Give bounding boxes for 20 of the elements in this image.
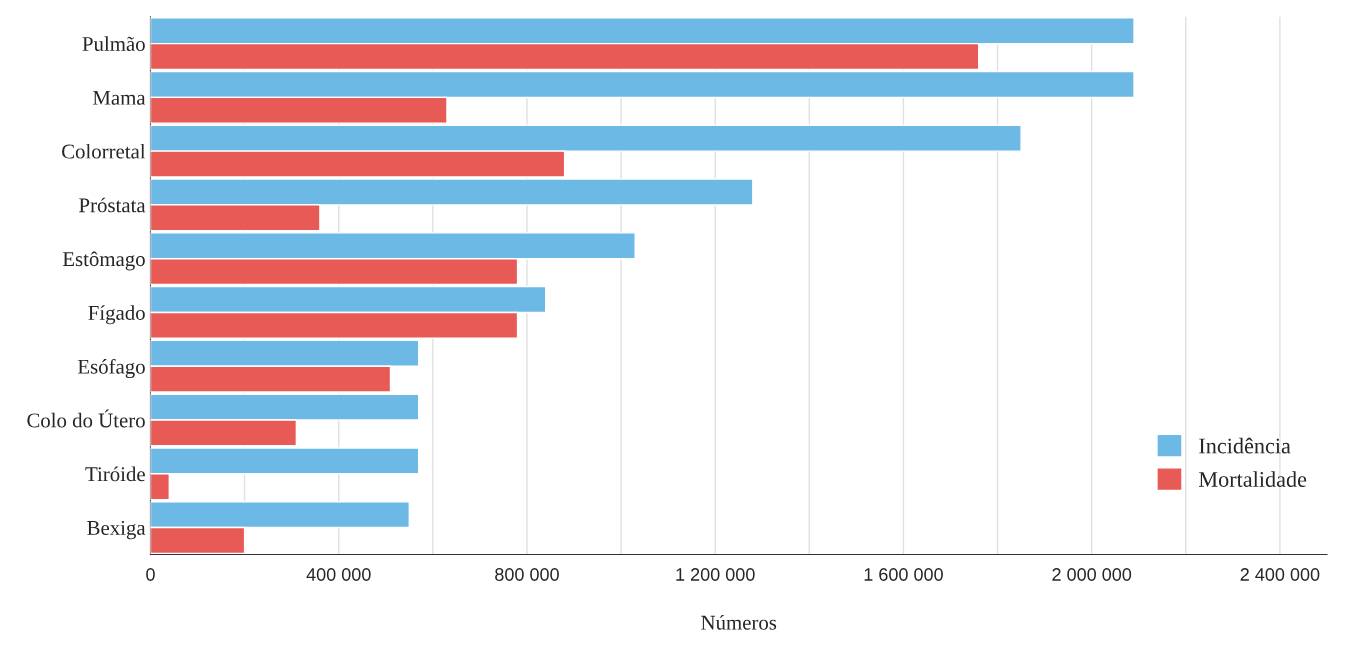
y-tick-label: Fígado	[88, 305, 145, 325]
x-tick-label: 2 400 000	[1240, 568, 1320, 581]
y-tick-label: Colo do Útero	[27, 409, 145, 428]
x-axis-title: Números	[701, 614, 777, 630]
y-tick-label: Esófago	[77, 358, 145, 379]
y-tick-label: Pulmão	[82, 36, 145, 52]
x-tick-label: 1 200 000	[676, 568, 755, 581]
x-tick-label: 2 000 000	[1052, 568, 1132, 581]
y-tick-label: Colorretal	[62, 143, 146, 159]
x-tick-label: 1 600 000	[864, 568, 943, 581]
y-tick-label: Estômago	[62, 251, 145, 271]
legend-label: Incidência	[1199, 437, 1291, 454]
x-tick-label: 0	[146, 568, 155, 581]
y-tick-label: Bexiga	[87, 520, 146, 540]
x-tick-label: 800 000	[495, 568, 559, 581]
y-tick-label: Mama	[92, 90, 146, 105]
y-tick-label: Tiróide	[85, 466, 145, 482]
legend-label: Mortalidade	[1198, 471, 1307, 487]
x-tick-label: 400 000	[306, 568, 371, 581]
y-tick-label: Próstata	[79, 197, 146, 213]
